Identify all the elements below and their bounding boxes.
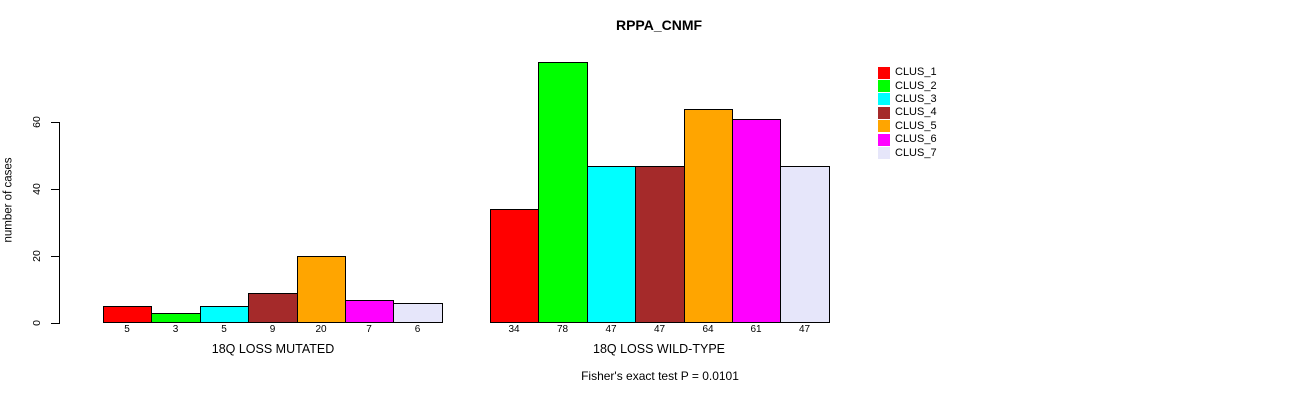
x-axis-group-label-mutated: 18Q LOSS MUTATED <box>211 342 335 356</box>
bar-clus_7-group1 <box>393 303 443 323</box>
legend-swatch-clus_4 <box>878 106 890 119</box>
bar-value-label: 7 <box>366 324 372 335</box>
bar-value-label: 5 <box>221 324 227 335</box>
legend-label: CLUS_2 <box>895 79 937 92</box>
bar-value-label: 78 <box>556 324 569 335</box>
legend-swatch-clus_7 <box>878 147 890 160</box>
bar-value-label: 61 <box>750 324 762 335</box>
bar-value-label: 47 <box>653 324 666 335</box>
legend-label: CLUS_7 <box>895 146 937 159</box>
bar-value-label: 47 <box>798 324 811 335</box>
bar-value-label: 34 <box>508 324 520 335</box>
legend-item: CLUS_6 <box>878 133 937 146</box>
footer-stat-text: Fisher's exact test P = 0.0101 <box>581 369 739 383</box>
bar-clus_7-group2 <box>780 166 830 323</box>
bar-value-label: 9 <box>269 324 276 335</box>
bar-clus_6-group2 <box>732 119 781 323</box>
legend-swatch-clus_6 <box>878 133 890 146</box>
y-axis-line <box>59 122 60 324</box>
bar-clus_3-group1 <box>200 306 249 323</box>
legend-label: CLUS_4 <box>895 106 937 119</box>
legend-item: CLUS_7 <box>878 146 937 160</box>
legend-label: CLUS_5 <box>895 119 937 132</box>
bar-clus_3-group2 <box>587 166 636 323</box>
legend-label: CLUS_3 <box>895 92 937 105</box>
bar-clus_6-group1 <box>345 300 394 323</box>
legend-swatch-clus_3 <box>878 93 890 106</box>
bar-clus_4-group2 <box>635 166 685 323</box>
bar-clus_2-group2 <box>538 62 588 323</box>
legend: CLUS_1 CLUS_2 CLUS_3 CLUS_4 CLUS_5 CLUS_6 CLUS… <box>878 66 937 160</box>
legend-label: CLUS_1 <box>895 66 937 79</box>
bar-clus_1-group2 <box>490 209 539 323</box>
legend-item: CLUS_4 <box>878 106 937 119</box>
legend-item: CLUS_2 <box>878 79 937 93</box>
y-axis-tick <box>51 256 59 257</box>
legend-item: CLUS_3 <box>878 93 937 106</box>
bar-clus_5-group2 <box>684 109 733 323</box>
y-axis-tick-label: 0 <box>30 320 43 326</box>
y-axis-tick <box>51 122 59 123</box>
legend-label: CLUS_6 <box>895 133 937 146</box>
bar-clus_4-group1 <box>248 293 298 323</box>
chart-title: RPPA_CNMF <box>615 17 703 33</box>
bar-value-label: 3 <box>172 324 179 335</box>
legend-item: CLUS_1 <box>878 66 937 79</box>
y-axis-tick-label: 40 <box>30 183 43 195</box>
bar-clus_2-group1 <box>151 313 201 323</box>
bar-value-label: 6 <box>414 324 421 335</box>
bar-clus_1-group1 <box>103 306 152 323</box>
bar-value-label: 47 <box>605 324 617 335</box>
legend-swatch-clus_1 <box>878 66 890 79</box>
bar-value-label: 20 <box>315 324 327 335</box>
bar-clus_5-group1 <box>297 256 346 323</box>
y-axis-tick-label: 60 <box>30 116 43 128</box>
legend-swatch-clus_2 <box>878 80 890 93</box>
y-axis-label: number of cases <box>2 157 15 243</box>
bar-value-label: 5 <box>124 324 130 335</box>
legend-swatch-clus_5 <box>878 120 890 133</box>
x-axis-group-label-wildtype: 18Q LOSS WILD-TYPE <box>593 342 725 356</box>
y-axis-tick <box>51 323 59 324</box>
y-axis-tick-label: 20 <box>30 250 43 262</box>
legend-item: CLUS_5 <box>878 120 937 133</box>
bar-value-label: 64 <box>702 324 714 335</box>
y-axis-tick <box>51 189 59 190</box>
